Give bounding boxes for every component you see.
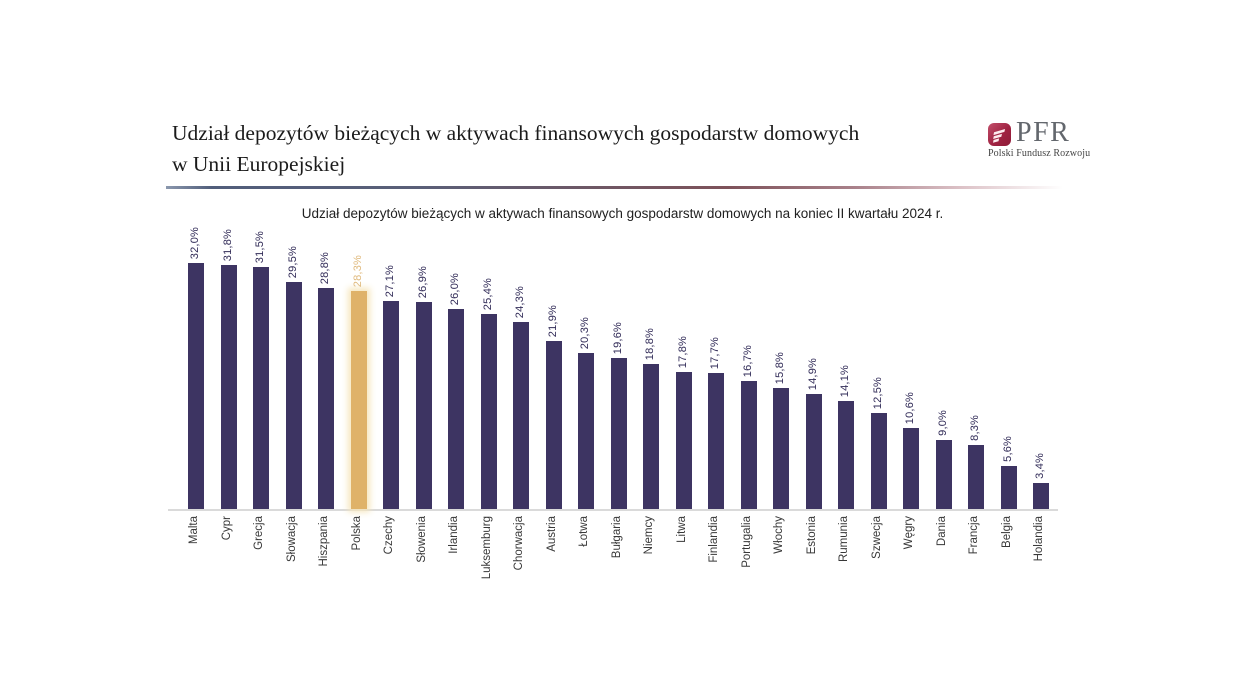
bar-value-label: 15,8%	[774, 351, 786, 384]
title-divider	[166, 186, 1072, 189]
bar-holandia	[1033, 483, 1049, 509]
bar-value-label: 18,8%	[644, 327, 656, 360]
page-title-line2: w Unii Europejskiej	[172, 152, 346, 176]
chart-title: Udział depozytów bieżących w aktywach fi…	[301, 206, 944, 221]
bar-category-label: Holandia	[1033, 516, 1045, 562]
pfr-logo: PFR Polski Fundusz Rozwoju	[988, 119, 1100, 159]
bar-litwa	[676, 372, 692, 509]
bar-category-label: Rumunia	[838, 516, 850, 563]
page-title: Udział depozytów bieżących w aktywach fi…	[172, 118, 1002, 180]
bar-value-label: 29,5%	[287, 245, 299, 278]
bar-category-label: Łotwa	[578, 516, 590, 547]
bar-value-label: 17,8%	[677, 335, 689, 368]
bar-value-label: 31,8%	[222, 228, 234, 261]
bar-estonia	[806, 394, 822, 509]
bar-słowacja	[286, 282, 302, 509]
bar-value-label: 19,6%	[612, 321, 624, 354]
bar-grecja	[253, 267, 269, 509]
bar-value-label: 24,3%	[514, 285, 526, 318]
bar-category-label: Niemcy	[643, 516, 655, 555]
bar-category-label: Irlandia	[448, 516, 460, 554]
bar-słowenia	[416, 302, 432, 509]
bar-category-label: Portugalia	[741, 516, 753, 568]
bar-irlandia	[448, 309, 464, 509]
bar-value-label: 31,5%	[254, 230, 266, 263]
bar-value-label: 14,9%	[807, 357, 819, 390]
bar-bułgaria	[611, 358, 627, 509]
bar-value-label: 20,3%	[579, 316, 591, 349]
bar-value-label: 28,3%	[352, 254, 364, 287]
bar-value-label: 8,3%	[969, 415, 981, 441]
bar-category-label: Bułgaria	[611, 516, 623, 559]
bar-value-label: 10,6%	[904, 391, 916, 424]
bar-category-label: Słowenia	[416, 516, 428, 563]
bar-value-label: 25,4%	[482, 277, 494, 310]
bar-value-label: 17,7%	[709, 336, 721, 369]
bar-category-label: Malta	[188, 516, 200, 545]
bar-value-label: 27,1%	[384, 264, 396, 297]
bar-value-label: 26,9%	[417, 265, 429, 298]
bar-category-label: Luksemburg	[481, 516, 493, 580]
bar-category-label: Czechy	[383, 516, 395, 555]
bar-value-label: 12,5%	[872, 376, 884, 409]
bar-dania	[936, 440, 952, 509]
bar-value-label: 3,4%	[1034, 453, 1046, 479]
bar-category-label: Włochy	[773, 516, 785, 554]
bar-hiszpania	[318, 288, 334, 509]
bar-luksemburg	[481, 314, 497, 509]
bar-value-label: 26,0%	[449, 272, 461, 305]
bar-łotwa	[578, 353, 594, 509]
bar-value-label: 9,0%	[937, 410, 949, 436]
bar-belgia	[1001, 466, 1017, 509]
bar-category-label: Grecja	[253, 516, 265, 550]
bar-category-label: Austria	[546, 516, 558, 552]
bar-szwecja	[871, 413, 887, 509]
bar-cypr	[221, 265, 237, 509]
bar-malta	[188, 263, 204, 509]
bar-category-label: Litwa	[676, 516, 688, 543]
bar-francja	[968, 445, 984, 509]
bar-category-label: Cypr	[221, 516, 233, 541]
bar-value-label: 5,6%	[1002, 436, 1014, 462]
pfr-logo-text: PFR	[1016, 117, 1071, 148]
bar-czechy	[383, 301, 399, 509]
bar-austria	[546, 341, 562, 509]
bar-włochy	[773, 388, 789, 509]
bar-category-label: Chorwacja	[513, 516, 525, 571]
bar-category-label: Hiszpania	[318, 516, 330, 567]
pfr-logo-subtext: Polski Fundusz Rozwoju	[988, 148, 1091, 159]
bar-category-label: Belgia	[1001, 516, 1013, 548]
bar-category-label: Francja	[968, 516, 980, 555]
bar-value-label: 28,8%	[319, 251, 331, 284]
bar-finlandia	[708, 373, 724, 509]
bar-category-label: Dania	[936, 516, 948, 547]
bar-polska	[351, 291, 367, 509]
bar-category-label: Węgry	[903, 516, 915, 550]
bar-category-label: Szwecja	[871, 516, 883, 559]
bar-value-label: 14,1%	[839, 364, 851, 397]
bar-category-label: Estonia	[806, 516, 818, 555]
bar-niemcy	[643, 364, 659, 509]
bar-value-label: 16,7%	[742, 344, 754, 377]
bar-rumunia	[838, 401, 854, 509]
bar-portugalia	[741, 381, 757, 509]
pfr-stripes-icon	[988, 123, 1011, 146]
bar-value-label: 32,0%	[189, 226, 201, 259]
bar-węgry	[903, 428, 919, 509]
page-title-line1: Udział depozytów bieżących w aktywach fi…	[172, 121, 860, 145]
bar-category-label: Polska	[351, 516, 363, 551]
bar-category-label: Finlandia	[708, 516, 720, 563]
x-axis-line	[168, 509, 1058, 511]
bar-value-label: 21,9%	[547, 304, 559, 337]
bar-chorwacja	[513, 322, 529, 509]
bar-category-label: Słowacja	[286, 516, 298, 563]
